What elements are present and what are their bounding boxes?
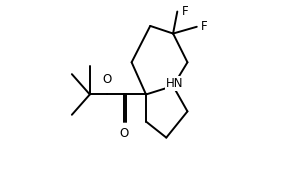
Text: F: F: [201, 20, 208, 33]
Text: O: O: [102, 73, 112, 86]
Text: HN: HN: [166, 77, 183, 90]
Text: F: F: [182, 5, 188, 18]
Text: O: O: [119, 127, 129, 140]
